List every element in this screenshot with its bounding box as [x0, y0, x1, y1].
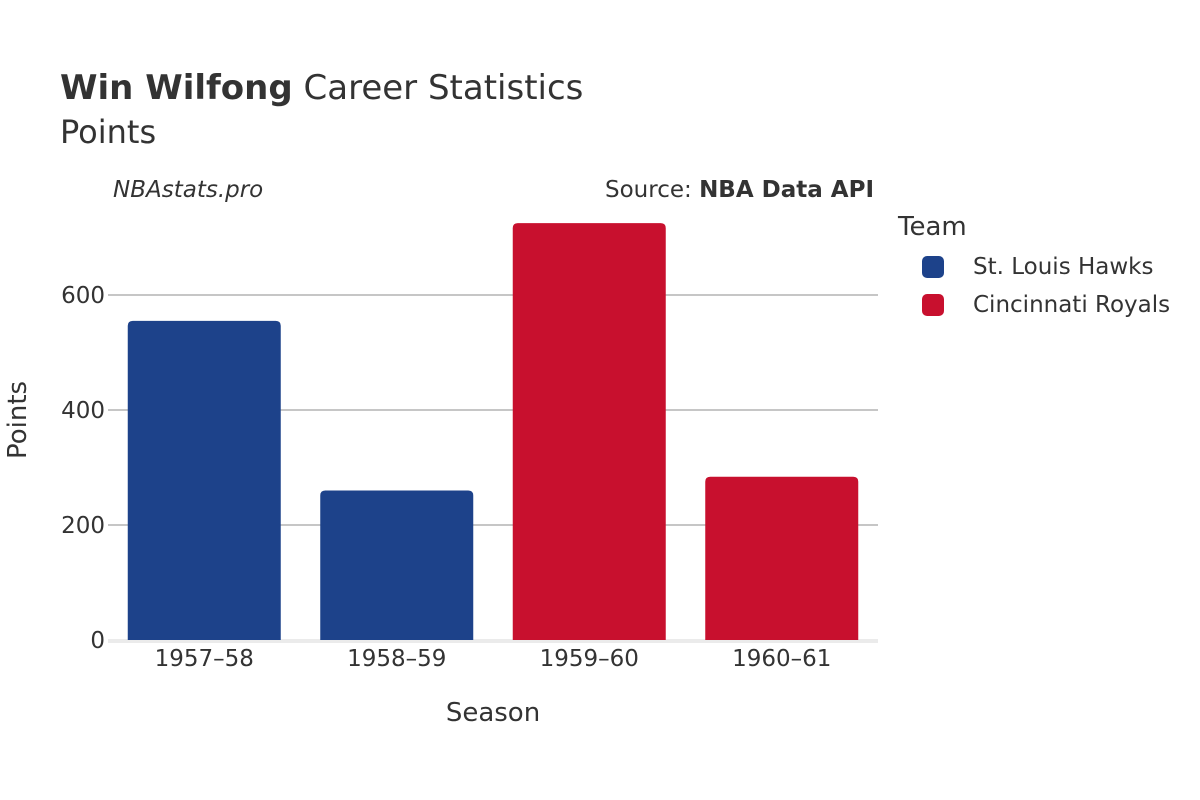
chart-title: Win Wilfong Career Statistics: [60, 66, 583, 110]
source-name: NBA Data API: [699, 177, 874, 203]
legend-swatch: [922, 256, 944, 278]
legend-item-st-louis-hawks[interactable]: St. Louis Hawks: [898, 248, 1170, 286]
x-tick-label: 1958–59: [347, 646, 446, 672]
legend: Team St. Louis Hawks Cincinnati Royals: [898, 210, 1170, 324]
legend-label: St. Louis Hawks: [973, 254, 1154, 280]
legend-title: Team: [898, 212, 967, 242]
x-axis-label: Season: [446, 698, 540, 728]
source-credit: Source: NBA Data API: [605, 177, 874, 203]
x-tick-label: 1959–60: [540, 646, 639, 672]
y-tick-label: 600: [61, 283, 105, 309]
watermark: NBAstats.pro: [113, 177, 264, 203]
bar-1960–61[interactable]: [705, 476, 859, 640]
bar-1958–59[interactable]: [320, 490, 474, 641]
x-tick-label: 1960–61: [732, 646, 831, 672]
y-tick-label: 200: [61, 513, 105, 539]
x-tick-label: 1957–58: [155, 646, 254, 672]
y-tick-label: 0: [90, 628, 105, 654]
source-prefix: Source:: [605, 177, 700, 203]
y-axis-label: Points: [3, 381, 33, 459]
legend-swatch: [922, 294, 944, 316]
y-tick-labels: 0 200 400 600: [61, 283, 105, 654]
bars: [127, 223, 859, 641]
legend-label: Cincinnati Royals: [973, 292, 1171, 318]
x-tick-labels: 1957–58 1958–59 1959–60 1960–61: [155, 646, 832, 672]
y-tick-label: 400: [61, 398, 105, 424]
bar-1959–60[interactable]: [512, 223, 666, 640]
legend-item-cincinnati-royals[interactable]: Cincinnati Royals: [898, 286, 1170, 324]
bar-1957–58[interactable]: [127, 320, 281, 640]
chart-title-block: Win Wilfong Career Statistics Points: [60, 66, 583, 154]
chart-title-rest: Career Statistics: [292, 68, 584, 108]
chart-subtitle: Points: [60, 113, 157, 151]
chart-title-player: Win Wilfong: [60, 68, 293, 108]
